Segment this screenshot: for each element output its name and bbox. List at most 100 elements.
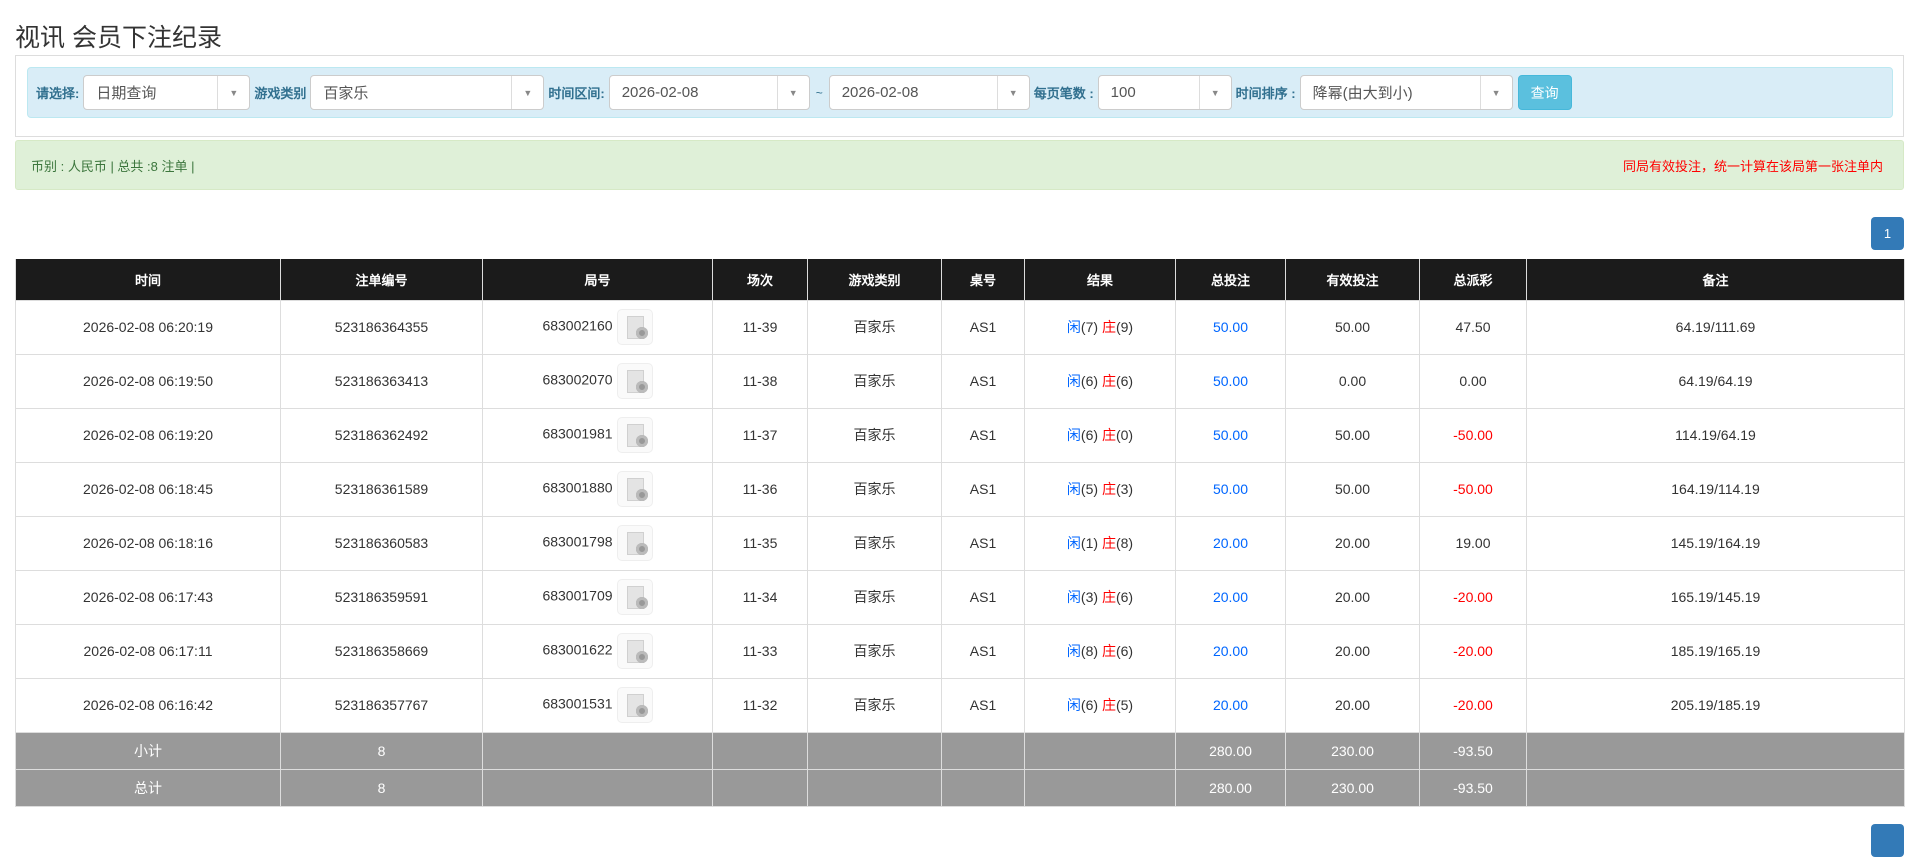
player-label: 闲 [1066, 319, 1081, 335]
note-cell: 64.19/111.69 [1526, 299, 1905, 355]
time-cell: 2026-02-08 06:16:42 [15, 677, 281, 733]
date-from-select[interactable]: 2026-02-08 ▼ [608, 75, 810, 110]
banker-label: 庄 [1101, 643, 1116, 659]
summary-label: 总计 [15, 768, 281, 807]
game-cell: 百家乐 [807, 461, 942, 517]
total-bet-cell: 50.00 [1175, 461, 1286, 517]
time-cell: 2026-02-08 06:19:50 [15, 353, 281, 409]
summary-payout: -93.50 [1419, 768, 1527, 807]
summary-label: 小计 [15, 731, 281, 770]
banker-label: 庄 [1101, 481, 1116, 497]
per-page-label: 每页笔数 : [1033, 86, 1094, 101]
video-replay-icon[interactable] [616, 579, 653, 615]
summary-valid: 230.00 [1285, 768, 1420, 807]
game-cell: 百家乐 [807, 353, 942, 409]
table-cell: AS1 [941, 407, 1025, 463]
table-cell: AS1 [941, 677, 1025, 733]
table-row: 2026-02-08 06:17:43 523186359591 683001709… [15, 569, 1905, 625]
video-replay-icon[interactable] [616, 525, 653, 561]
query-type-label: 请选择: [36, 86, 80, 101]
session-cell: 11-36 [712, 461, 808, 517]
valid-bet-cell: 50.00 [1285, 407, 1420, 463]
payout-cell: -50.00 [1419, 461, 1527, 517]
round-cell: 683001798 [482, 515, 713, 571]
currency-summary: 币别 : 人民币 | 总共 :8 注单 | [31, 158, 195, 174]
video-replay-icon[interactable] [616, 633, 653, 669]
result-cell: 闲(6) 庄(5) [1024, 677, 1176, 733]
bet-id-cell: 523186360583 [280, 515, 483, 571]
total-bet-cell: 50.00 [1175, 299, 1286, 355]
table-row: 2026-02-08 06:19:20 523186362492 683001981… [15, 407, 1905, 463]
pagination-page-1[interactable]: 1 [1871, 217, 1904, 250]
table-cell: AS1 [941, 353, 1025, 409]
payout-cell: -20.00 [1419, 569, 1527, 625]
note-cell: 185.19/165.19 [1526, 623, 1905, 679]
bet-id-cell: 523186361589 [280, 461, 483, 517]
column-header: 总派彩 [1419, 259, 1527, 301]
round-cell: 683001981 [482, 407, 713, 463]
game-cell: 百家乐 [807, 299, 942, 355]
filter-bar: 请选择: 日期查询 ▼ 游戏类别 百家乐 ▼ 时间区间: 2026-02-08 ▼ ~… [27, 67, 1893, 118]
round-cell: 683002070 [482, 353, 713, 409]
summary-count: 8 [280, 731, 483, 770]
banker-label: 庄 [1101, 427, 1116, 443]
payout-cell: 0.00 [1419, 353, 1527, 409]
total-row: 总计 8 280.00 230.00 -93.50 [15, 768, 1905, 807]
subtotal-row: 小计 8 280.00 230.00 -93.50 [15, 731, 1905, 770]
time-cell: 2026-02-08 06:18:45 [15, 461, 281, 517]
video-replay-icon[interactable] [616, 471, 653, 507]
player-label: 闲 [1066, 427, 1081, 443]
bet-id-cell: 523186359591 [280, 569, 483, 625]
total-bet-cell: 50.00 [1175, 407, 1286, 463]
time-cell: 2026-02-08 06:20:19 [15, 299, 281, 355]
table-row: 2026-02-08 06:19:50 523186363413 683002070… [15, 353, 1905, 409]
round-cell: 683001531 [482, 677, 713, 733]
game-cell: 百家乐 [807, 407, 942, 463]
table-row: 2026-02-08 06:20:19 523186364355 683002160… [15, 299, 1905, 355]
column-header: 总投注 [1175, 259, 1286, 301]
query-type-select[interactable]: 日期查询 ▼ [83, 75, 251, 110]
payout-cell: -20.00 [1419, 677, 1527, 733]
column-header: 游戏类别 [807, 259, 942, 301]
video-replay-icon[interactable] [616, 417, 653, 453]
player-label: 闲 [1066, 481, 1081, 497]
column-header: 场次 [712, 259, 808, 301]
banker-label: 庄 [1101, 697, 1116, 713]
round-cell: 683001880 [482, 461, 713, 517]
video-replay-icon[interactable] [616, 309, 653, 345]
column-header: 备注 [1526, 259, 1905, 301]
query-button[interactable]: 查询 [1517, 75, 1572, 110]
page-title: 视讯 会员下注纪录 [15, 24, 222, 52]
summary-total: 280.00 [1175, 731, 1286, 770]
payout-cell: 47.50 [1419, 299, 1527, 355]
result-cell: 闲(1) 庄(8) [1024, 515, 1176, 571]
session-cell: 11-34 [712, 569, 808, 625]
bet-id-cell: 523186363413 [280, 353, 483, 409]
bet-id-cell: 523186364355 [280, 299, 483, 355]
valid-bet-cell: 20.00 [1285, 677, 1420, 733]
bet-id-cell: 523186362492 [280, 407, 483, 463]
video-replay-icon[interactable] [616, 687, 653, 723]
game-type-select[interactable]: 百家乐 ▼ [310, 75, 545, 110]
chevron-down-icon: ▼ [776, 76, 809, 109]
round-cell: 683001709 [482, 569, 713, 625]
date-to-select[interactable]: 2026-02-08 ▼ [828, 75, 1030, 110]
bet-records-table: 时间 注单编号 局号 场次 游戏类别 桌号 结果 总投注 有效投注 总派彩 备注 2026-02-0… [15, 259, 1905, 807]
total-bet-cell: 20.00 [1175, 515, 1286, 571]
player-label: 闲 [1066, 373, 1081, 389]
valid-bet-cell: 50.00 [1285, 461, 1420, 517]
player-label: 闲 [1066, 643, 1081, 659]
valid-bet-cell: 20.00 [1285, 569, 1420, 625]
note-cell: 145.19/164.19 [1526, 515, 1905, 571]
column-header: 时间 [15, 259, 281, 301]
per-page-select[interactable]: 100 ▼ [1097, 75, 1232, 110]
chevron-down-icon: ▼ [996, 76, 1029, 109]
session-cell: 11-38 [712, 353, 808, 409]
video-replay-icon[interactable] [616, 363, 653, 399]
banker-label: 庄 [1101, 535, 1116, 551]
sort-select[interactable]: 降幂(由大到小) ▼ [1299, 75, 1513, 110]
bet-id-cell: 523186358669 [280, 623, 483, 679]
column-header: 注单编号 [280, 259, 483, 301]
column-header: 局号 [482, 259, 713, 301]
table-row: 2026-02-08 06:18:16 523186360583 683001798… [15, 515, 1905, 571]
